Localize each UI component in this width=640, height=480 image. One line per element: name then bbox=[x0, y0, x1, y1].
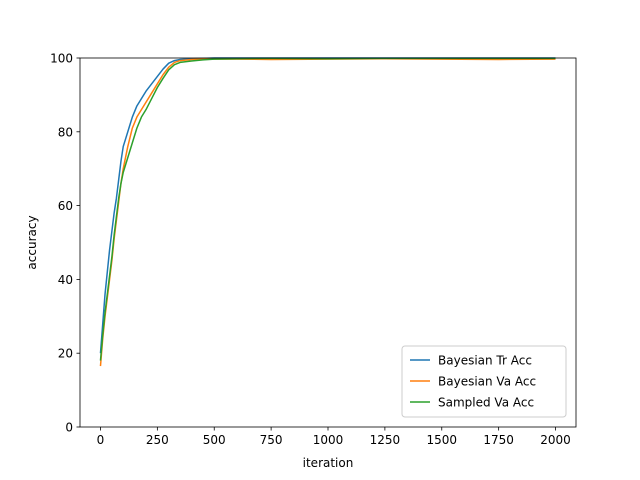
y-axis-label: accuracy bbox=[25, 215, 39, 269]
y-tick-label: 0 bbox=[65, 421, 73, 435]
legend-label-1: Bayesian Va Acc bbox=[438, 375, 536, 389]
x-axis-label: iteration bbox=[303, 456, 354, 470]
x-tick-label: 2000 bbox=[540, 433, 571, 447]
x-tick-label: 1750 bbox=[483, 433, 514, 447]
x-tick-label: 500 bbox=[203, 433, 226, 447]
series-line-2 bbox=[99, 57, 556, 361]
legend: Bayesian Tr Acc Bayesian Va Acc Sampled Va… bbox=[401, 345, 567, 418]
y-tick-label: 40 bbox=[58, 273, 73, 287]
legend-label-0: Bayesian Tr Acc bbox=[438, 354, 532, 368]
axes-layer: 0 250 500 750 1000 1250 1500 1750 2000 0 20 40 60 80 1… bbox=[50, 52, 577, 447]
y-tick-label: 20 bbox=[58, 347, 73, 361]
x-tick-label: 750 bbox=[260, 433, 283, 447]
x-tick-label: 1000 bbox=[313, 433, 344, 447]
legend-box bbox=[401, 345, 567, 418]
x-tick-label: 0 bbox=[97, 433, 105, 447]
y-tick-label: 100 bbox=[50, 52, 73, 66]
y-tick-label: 80 bbox=[58, 125, 73, 139]
x-tick-label: 1250 bbox=[370, 433, 401, 447]
y-tick-label: 60 bbox=[58, 199, 73, 213]
x-tick-label: 1500 bbox=[426, 433, 457, 447]
x-tick-label: 250 bbox=[146, 433, 169, 447]
legend-label-2: Sampled Va Acc bbox=[438, 396, 534, 410]
